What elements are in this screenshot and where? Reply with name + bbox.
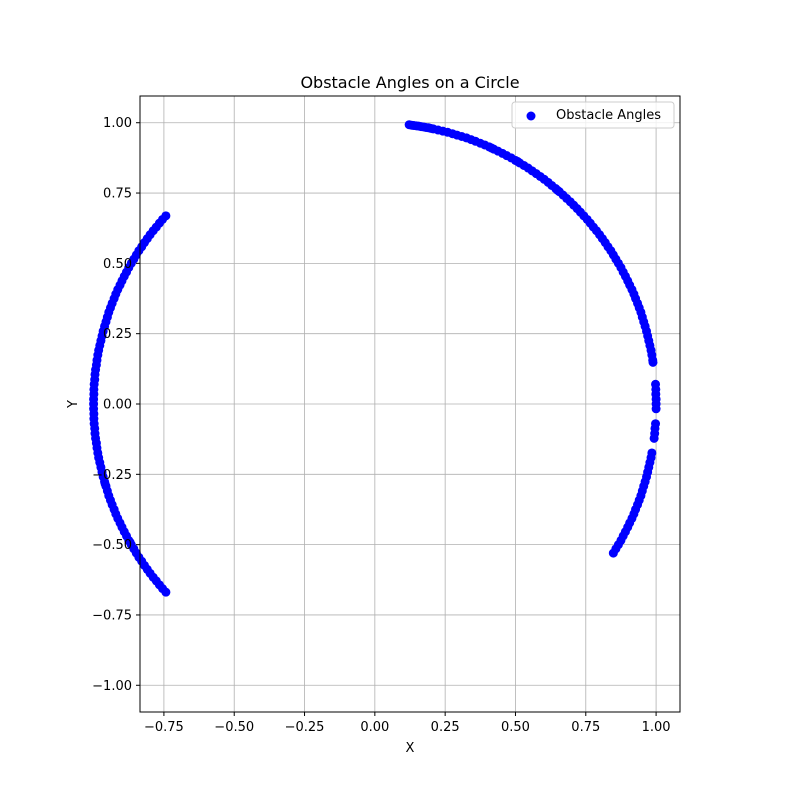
y-tick-label: −0.50 [92, 538, 132, 553]
y-tick-label: 0.25 [103, 327, 132, 342]
data-points [89, 120, 661, 597]
x-tick-label: 0.75 [571, 720, 600, 735]
y-tick-label: 0.50 [103, 257, 132, 272]
y-tick-label: 1.00 [103, 116, 132, 131]
x-axis-ticks: −0.75 −0.50 −0.25 0.00 0.25 0.50 0.75 1.00 [144, 712, 671, 735]
legend-marker [526, 111, 536, 121]
legend: Obstacle Angles [511, 101, 675, 129]
y-tick-label: 0.00 [103, 398, 132, 413]
x-tick-label: −0.25 [285, 720, 325, 735]
x-axis-label: X [406, 741, 415, 756]
y-tick-label: −0.25 [92, 468, 132, 483]
legend-label: Obstacle Angles [556, 108, 661, 123]
scatter-point [651, 404, 661, 414]
x-tick-label: 0.25 [431, 720, 460, 735]
scatter-point [649, 433, 659, 443]
y-axis-label: Y [66, 400, 81, 409]
scatter-point [648, 357, 658, 367]
scatter-point [608, 548, 618, 558]
y-axis-ticks: −1.00 −0.75 −0.50 −0.25 0.00 0.25 0.50 0.75 1.00 [92, 116, 140, 694]
x-tick-label: 1.00 [642, 720, 671, 735]
x-tick-label: −0.50 [214, 720, 254, 735]
scatter-point [161, 211, 171, 221]
legend-box [511, 101, 675, 129]
chart-title: Obstacle Angles on a Circle [300, 73, 519, 92]
grid-lines [140, 96, 680, 712]
y-tick-label: 0.75 [103, 187, 132, 202]
y-tick-label: −1.00 [92, 679, 132, 694]
y-tick-label: −0.75 [92, 608, 132, 623]
x-tick-label: 0.50 [501, 720, 530, 735]
x-tick-label: 0.00 [360, 720, 389, 735]
x-tick-label: −0.75 [144, 720, 184, 735]
